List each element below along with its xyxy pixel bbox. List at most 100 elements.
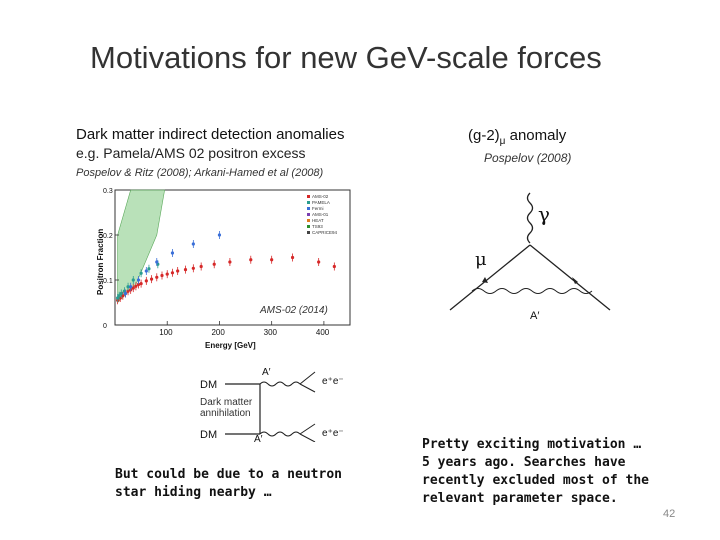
legend-entry: Fermi (312, 206, 324, 211)
data-point (199, 264, 203, 269)
x-axis-label: Energy [GeV] (205, 341, 256, 350)
legend-marker (307, 231, 310, 234)
data-point (116, 296, 120, 300)
photon-line (526, 192, 534, 244)
legend-entry: AMS-02 (312, 194, 329, 199)
data-point (121, 294, 125, 298)
y-axis-label: Positron Fraction (96, 229, 105, 295)
data-point (217, 233, 222, 237)
left-citation: Pospelov & Ritz (2008); Arkani-Hamed et … (76, 167, 324, 179)
y-tick-label: 0.3 (103, 188, 113, 195)
right-header-sub: μ (499, 136, 506, 147)
left-header: Dark matter indirect detection anomalies… (76, 125, 344, 163)
positron-fraction-chart: 100 200 300 400 0 0.1 0.2 0.3 AMS-02PAMELAFermi… (96, 188, 351, 350)
x-tick-label: 100 (159, 328, 173, 337)
data-point (165, 272, 169, 276)
ee-top-label: e⁺e⁻ (322, 376, 344, 387)
right-citation: Pospelov (2008) (484, 151, 572, 165)
data-point (290, 255, 295, 260)
right-header-tail: anomaly (505, 127, 567, 144)
plot-frame (114, 189, 351, 326)
legend-marker (307, 195, 310, 198)
data-point (170, 271, 175, 275)
x-tick-label: 300 (264, 328, 278, 337)
muon-label: μ (475, 249, 487, 270)
ee-top-line-b (299, 383, 316, 393)
y-tick-label: 0.1 (103, 278, 113, 285)
data-point (144, 279, 148, 283)
dm-top-label: DM (200, 379, 217, 391)
data-point (149, 277, 154, 281)
data-point (134, 284, 138, 288)
ee-bottom-line-b (299, 433, 316, 442)
annihilation-label-line2: annihilation (200, 408, 251, 419)
data-point (126, 285, 130, 289)
aprime-top-label: A′ (262, 367, 271, 378)
data-point (119, 291, 123, 296)
data-point (170, 251, 175, 255)
bottom-right-line4: relevant parameter space. (422, 491, 618, 506)
left-header-line1: Dark matter indirect detection anomalies (76, 126, 345, 143)
g2-feynman-diagram: γ μ A′ (449, 192, 611, 322)
annihilation-label-line1: Dark matter (200, 397, 253, 408)
bottom-right-line2: 5 years ago. Searches have (422, 455, 626, 470)
legend-marker (307, 213, 310, 216)
annihilation-diagram: DM DM Dark matter annihilation A′ A′ e⁺e… (200, 367, 344, 442)
left-header-line2: e.g. Pamela/AMS 02 positron excess (76, 145, 306, 161)
x-tick-label: 200 (211, 328, 225, 337)
y-tick-label: 0.2 (103, 233, 113, 240)
data-point (191, 266, 195, 270)
muon-line-left (449, 244, 531, 311)
legend-entry: PAMELA (312, 200, 330, 205)
bottom-left-note: But could be due to a neutron star hidin… (115, 466, 342, 502)
data-point (126, 289, 130, 293)
data-point (332, 264, 336, 269)
bottom-right-note: Pretty exciting motivation … 5 years ago… (422, 436, 662, 508)
ee-top-line-a (299, 371, 316, 385)
muon-arrow-right (572, 277, 578, 284)
data-point (117, 294, 121, 298)
slide-title: Motivations for new GeV-scale forces (90, 40, 602, 75)
legend-entry: HEAT (312, 218, 324, 223)
ee-bottom-label: e⁺e⁻ (322, 428, 344, 439)
y-tick-label: 0 (103, 323, 107, 330)
data-point (155, 260, 159, 264)
bottom-right-line1: Pretty exciting motivation … (422, 437, 642, 452)
data-point (249, 258, 253, 262)
data-point (136, 278, 141, 282)
muon-line-right (529, 244, 611, 311)
data-point (139, 271, 143, 275)
data-point (147, 267, 151, 271)
bottom-left-line2: star hiding nearby … (115, 485, 272, 500)
data-point (136, 282, 141, 287)
bottom-left-line1: But could be due to a neutron (115, 467, 342, 482)
aprime-bottom-label: A′ (254, 434, 263, 442)
data-point (155, 275, 159, 279)
legend-marker (307, 225, 310, 228)
data-point (317, 260, 321, 264)
right-header-main: (g-2) (468, 127, 500, 144)
page-number: 42 (663, 508, 676, 520)
data-point (228, 260, 232, 264)
aprime-bottom-wave (259, 431, 301, 437)
legend-marker (307, 219, 310, 222)
aprime-wavy-line (471, 288, 593, 294)
data-point (212, 262, 216, 266)
data-point (191, 242, 195, 246)
ee-bottom-line-a (299, 423, 316, 435)
photon-label: γ (538, 202, 550, 226)
aprime-label: A′ (530, 310, 539, 322)
dm-bottom-label: DM (200, 429, 217, 441)
data-point (131, 278, 135, 282)
data-point (139, 282, 143, 286)
legend-marker (307, 201, 310, 204)
data-point (144, 269, 148, 273)
muon-arrow-left (482, 277, 488, 283)
x-tick-label: 400 (316, 328, 330, 337)
data-point (183, 268, 188, 272)
chart-annotation: AMS-02 (2014) (259, 305, 328, 316)
data-point (131, 286, 135, 290)
data-point (270, 258, 274, 262)
data-point (129, 285, 133, 289)
legend-entry: CAPRICE94 (312, 230, 338, 235)
